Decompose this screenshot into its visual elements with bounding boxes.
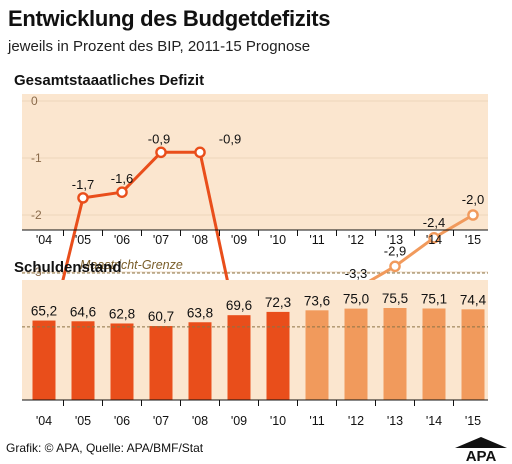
debt-value-label: 75,0 [343,292,369,307]
deficit-point [467,209,479,221]
debt-bar [149,326,173,400]
deficit-x-tick-label: '08 [192,233,208,247]
debt-bar [188,322,212,400]
debt-x-tick-label: '12 [348,414,364,428]
debt-bar [383,308,407,400]
apa-logo-text: APA [466,448,497,462]
deficit-x-tick-label: '09 [231,233,247,247]
deficit-x-tick-label: '13 [387,233,403,247]
debt-value-label: 62,8 [109,306,135,321]
deficit-point [389,260,401,273]
deficit-point [155,146,167,159]
debt-value-label: 63,8 [187,305,213,320]
deficit-value-label: -0,9 [219,131,241,146]
debt-chart-background [22,280,488,400]
deficit-value-label: -0,9 [148,131,170,146]
debt-x-tick-label: '08 [192,414,208,428]
debt-bar [305,310,329,400]
deficit-point [77,192,89,204]
deficit-point [116,186,128,198]
debt-bar [461,309,485,400]
debt-value-label: 73,6 [304,293,330,308]
debt-bar [32,320,56,400]
debt-value-label: 60,7 [148,309,174,324]
debt-x-axis: '04 '05 '06 '07 '08 '09 '10 '11 '12 '13 '14 '15 [22,399,488,428]
deficit-x-tick-label: '11 [309,233,324,247]
deficit-x-tick-label: '07 [153,233,169,247]
debt-value-label: 74,4 [460,292,487,307]
deficit-y-axis: 0 -1 -2 -3 [22,94,488,279]
debt-chart: Schuldenstand 65,2 64,6 62,8 60,7 63,8 69,6 72… [14,259,488,428]
deficit-value-label: -3,3 [345,266,367,281]
debt-value-label: 65,2 [31,304,57,319]
deficit-value-label: -2,4 [423,215,445,230]
deficit-x-tick-label: '15 [465,233,481,247]
deficit-chart-title: Gesamtstaaatliches Defizit [14,72,204,89]
maastricht-reference: Maastricht-Grenze [22,258,488,274]
debt-x-tick-label: '09 [231,414,247,428]
deficit-y-tick-label: -3 [31,265,42,279]
debt-x-tick-label: '06 [114,414,130,428]
apa-logo-triangle [455,437,507,448]
debt-x-tick-label: '07 [153,414,169,428]
source-footer: Grafik: © APA, Quelle: APA/BMF/Stat [6,441,204,455]
deficit-x-tick-label: '10 [270,233,286,247]
deficit-y-tick-label: -2 [31,208,42,222]
chart-canvas: Gesamtstaaatliches Defizit 0 -1 -2 -3 Maast… [14,72,488,428]
deficit-value-label: -2,9 [384,243,406,258]
page-title: Entwicklung des Budgetdefizits [8,6,331,31]
debt-value-label: 75,5 [382,291,408,306]
debt-chart-title: Schuldenstand [14,259,122,276]
deficit-point [428,231,440,244]
deficit-y-tick-label: 0 [31,94,38,108]
debt-value-labels: 65,2 64,6 62,8 60,7 63,8 69,6 72,3 73,6 75,0 75,5… [31,291,487,324]
debt-value-label: 69,6 [226,298,252,313]
debt-bar [422,308,446,400]
debt-value-label: 64,6 [70,304,96,319]
debt-bar [71,321,95,400]
debt-x-tick-label: '04 [36,414,52,428]
apa-logo: APA [455,437,507,462]
debt-bar [266,311,290,400]
deficit-value-label: -1,7 [72,177,94,192]
debt-x-tick-label: '14 [426,414,442,428]
debt-x-tick-label: '15 [465,414,481,428]
deficit-chart: Gesamtstaaatliches Defizit 0 -1 -2 -3 Maast… [14,72,488,384]
debt-bar [110,323,134,400]
deficit-x-tick-label: '06 [114,233,130,247]
deficit-value-label: -1,6 [111,171,133,186]
debt-x-tick-label: '05 [75,414,91,428]
debt-value-label: 72,3 [265,295,291,310]
deficit-x-tick-label: '12 [348,233,364,247]
deficit-x-tick-label: '14 [426,233,442,247]
debt-x-tick-label: '11 [309,414,324,428]
debt-x-tick-label: '13 [387,414,403,428]
maastricht-label: Maastricht-Grenze [80,258,183,272]
debt-value-label: 75,1 [421,291,447,306]
deficit-y-tick-label: -1 [31,151,42,165]
deficit-x-axis: '04 '05 '06 '07 '08 '09 '10 '11 '12 '13 '14 '15 [22,229,488,247]
page-subtitle: jeweils in Prozent des BIP, 2011-15 Prog… [8,38,311,55]
deficit-x-tick-label: '05 [75,233,91,247]
debt-x-tick-label: '10 [270,414,286,428]
debt-bar [227,315,251,400]
debt-bar [344,308,368,400]
deficit-x-tick-label: '04 [36,233,52,247]
deficit-chart-background [22,94,488,230]
deficit-point [194,146,206,159]
debt-bars [32,308,485,400]
deficit-value-label: -2,0 [462,192,484,207]
